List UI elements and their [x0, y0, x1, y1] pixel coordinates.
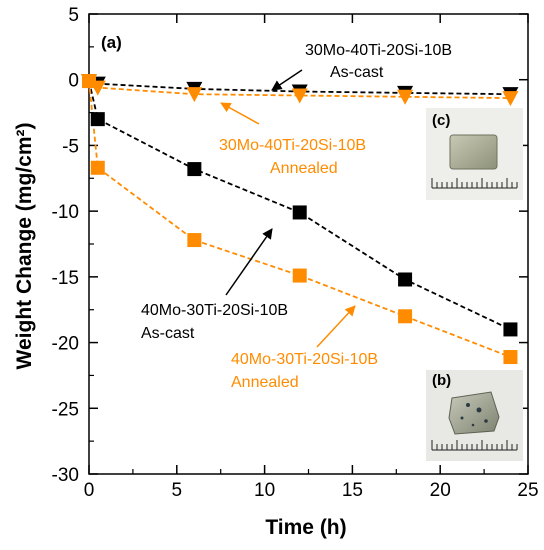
y-tick-label: -30: [52, 465, 79, 486]
data-point-series-2: [502, 91, 519, 107]
y-axis-title: Weight Change (mg/cm²): [13, 123, 36, 370]
annotation-series-4: 40Mo-30Ti-20Si-10B Annealed: [231, 305, 382, 391]
y-tick-label: 0: [68, 71, 79, 92]
data-point-series-4: [503, 350, 518, 365]
svg-text:40Mo-30Ti-20Si-10B As-ca: 40Mo-30Ti-20Si-10B As-cast: [141, 302, 292, 342]
x-tick-label: 20: [430, 480, 451, 501]
data-point-series-3: [187, 162, 202, 177]
data-point-series-4: [292, 268, 307, 283]
inset-photo-b-sample: [448, 391, 500, 435]
y-tick-label: -5: [62, 136, 79, 157]
annotation-series-2-arrow: [220, 102, 260, 125]
annotation-series-3-arrow: [225, 228, 273, 296]
x-tick-label: 0: [84, 480, 95, 501]
data-point-series-3: [90, 112, 105, 127]
axis-ticks: [88, 13, 529, 475]
data-point-series-2: [397, 89, 414, 105]
data-point-series-2: [291, 88, 308, 104]
inset-photo-c-label: (c): [432, 112, 450, 129]
svg-text:30Mo-40Ti-20Si-10B As-ca: 30Mo-40Ti-20Si-10B As-cast: [305, 42, 456, 81]
annotation-series-1-line-2: As-cast: [330, 64, 384, 81]
inset-photo-c: (c): [426, 108, 523, 200]
x-axis-title: Time (h): [265, 516, 346, 539]
data-point-series-4: [187, 233, 202, 248]
annotation-series-3-line-2: As-cast: [141, 325, 195, 342]
x-tick-label: 25: [517, 480, 538, 501]
y-tick-label: -10: [52, 202, 79, 223]
y-tick-label: -25: [52, 399, 79, 420]
annotation-series-2-line-2: Annealed: [270, 160, 338, 177]
data-point-series-4: [82, 74, 96, 89]
data-point-series-2: [186, 87, 203, 103]
annotation-series-2: 30Mo-40Ti-20Si-10B Annealed: [219, 102, 370, 177]
y-tick-label: 5: [68, 5, 79, 26]
data-point-series-3: [503, 322, 518, 337]
inset-photo-c-ruler: [431, 178, 518, 189]
annotation-series-1: 30Mo-40Ti-20Si-10B As-cast: [271, 42, 456, 91]
annotation-series-1-arrow: [271, 69, 303, 91]
data-point-series-3: [398, 272, 413, 287]
svg-text:40Mo-30Ti-20Si-10B Annea: 40Mo-30Ti-20Si-10B Annealed: [231, 351, 382, 391]
inset-photo-b-specks: [460, 403, 488, 427]
annotation-series-2-line-1: 30Mo-40Ti-20Si-10B: [219, 137, 366, 154]
inset-photo-b-label: (b): [432, 372, 451, 389]
svg-text:30Mo-40Ti-20Si-10B Annea: 30Mo-40Ti-20Si-10B Annealed: [219, 137, 370, 177]
annotation-series-4-arrow: [316, 305, 356, 348]
y-tick-label: -20: [52, 334, 79, 355]
data-point-series-4: [398, 309, 413, 324]
trend-line-series-4: [88, 80, 511, 358]
x-tick-label: 5: [172, 480, 183, 501]
panel-label: (a): [101, 33, 122, 52]
annotation-series-4-line-2: Annealed: [231, 374, 299, 391]
tick-labels: 0 5 10 15 20 25 5 0 -5 -10 -15 -20 -25 -30: [52, 5, 539, 501]
data-markers: [81, 74, 519, 365]
inset-photo-b: (b): [426, 370, 523, 461]
annotation-series-3-line-1: 40Mo-30Ti-20Si-10B: [141, 302, 288, 319]
data-point-series-4: [90, 160, 105, 175]
x-tick-label: 15: [342, 480, 363, 501]
inset-photo-b-ruler: [431, 440, 518, 451]
x-tick-label: 10: [254, 480, 275, 501]
inset-photo-c-sample: [449, 134, 498, 170]
annotation-series-3: 40Mo-30Ti-20Si-10B As-cast: [141, 228, 292, 342]
data-point-series-3: [292, 205, 307, 220]
annotation-series-4-line-1: 40Mo-30Ti-20Si-10B: [231, 351, 378, 368]
annotation-series-1-line-1: 30Mo-40Ti-20Si-10B: [305, 42, 452, 59]
y-tick-label: -15: [52, 268, 79, 289]
